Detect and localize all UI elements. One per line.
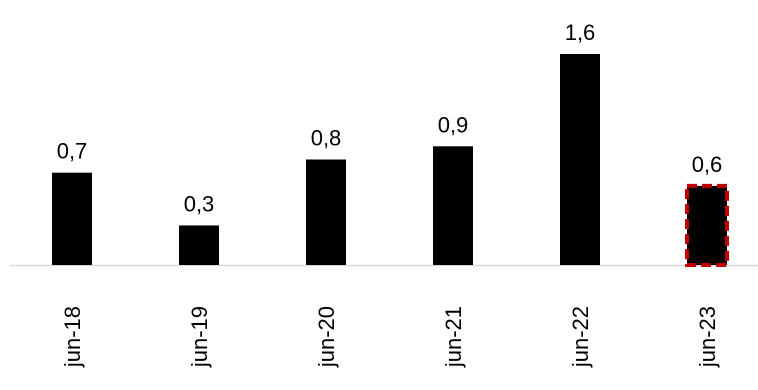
x-tick-label-jun-19: jun-19	[187, 306, 212, 368]
x-tick-label-jun-20: jun-20	[314, 306, 339, 368]
value-label-jun-19: 0,3	[184, 191, 215, 216]
bar-jun-22	[560, 54, 600, 265]
bars-group	[52, 54, 729, 267]
bar-jun-21	[433, 146, 473, 265]
value-labels-group: 0,7 0,3 0,8 0,9 1,6 0,6	[57, 20, 723, 216]
bar-jun-19	[179, 225, 219, 265]
x-tick-label-jun-23: jun-23	[695, 306, 720, 368]
x-tick-label-jun-18: jun-18	[60, 306, 85, 368]
value-label-jun-18: 0,7	[57, 139, 88, 164]
x-tick-label-jun-21: jun-21	[441, 306, 466, 368]
bar-jun-20	[306, 159, 346, 265]
x-tick-labels-group: jun-18 jun-19 jun-20 jun-21 jun-22 jun-23	[60, 306, 720, 368]
value-label-jun-21: 0,9	[438, 112, 469, 137]
value-label-jun-23: 0,6	[692, 152, 723, 177]
x-tick-label-jun-22: jun-22	[568, 306, 593, 368]
bar-jun-18	[52, 172, 92, 265]
value-label-jun-20: 0,8	[311, 126, 342, 151]
bar-jun-23	[685, 183, 729, 267]
value-label-jun-22: 1,6	[565, 20, 596, 45]
